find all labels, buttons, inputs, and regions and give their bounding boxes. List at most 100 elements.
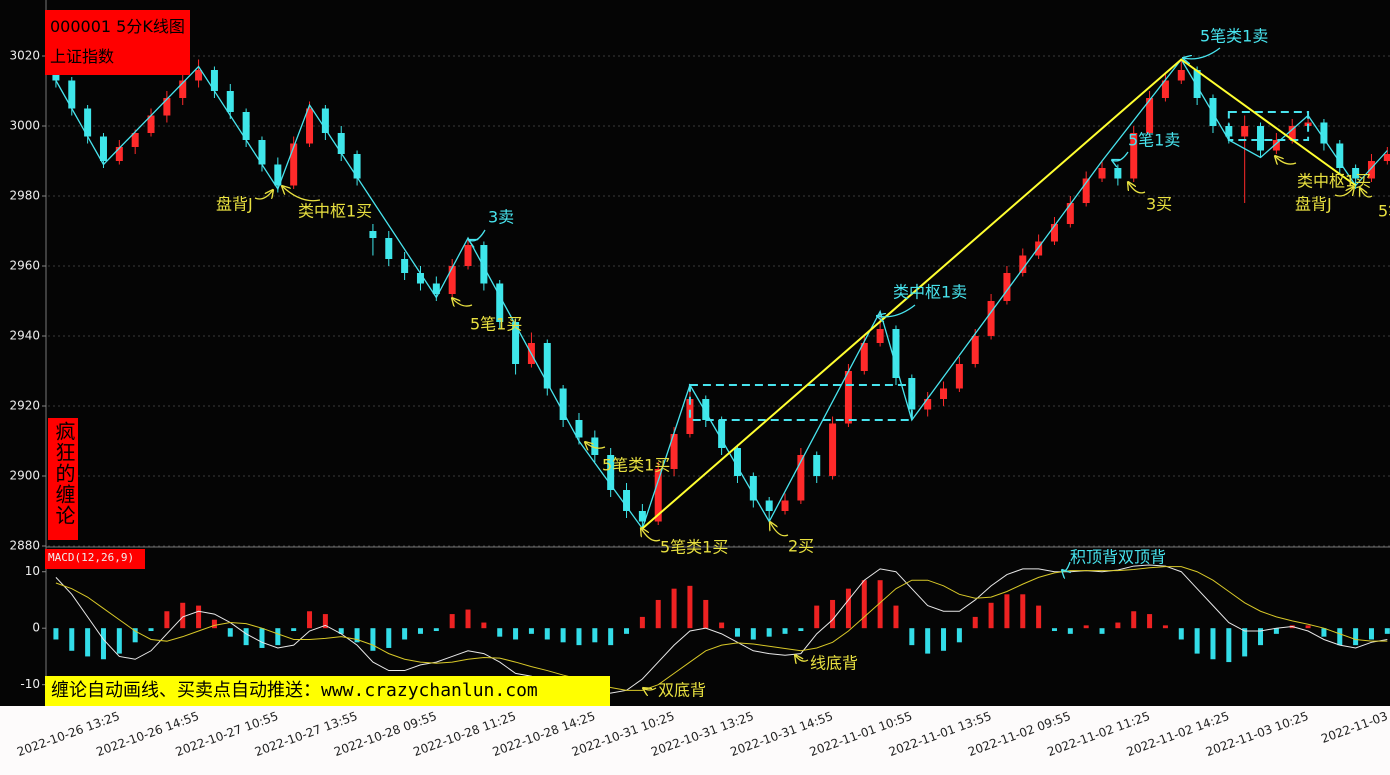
plot-background [0,0,1390,706]
candle-body [1383,154,1390,161]
candle-body [607,455,615,490]
candle-body [1161,80,1169,98]
annotation-arrow [1360,188,1373,198]
candle-body [195,70,203,81]
candle-body [654,469,662,522]
candle-body [749,476,757,501]
macd-bar [417,628,423,634]
macd-bar [69,628,75,651]
candle-body [448,266,456,294]
macd-bar [1242,628,1248,657]
index-name: 上证指数 [50,47,115,66]
macd-bar [814,605,820,629]
macd-bar [956,628,962,643]
candle-body [210,70,218,91]
macd-bar [227,628,233,637]
candle-body [670,434,678,469]
candle-body [1146,98,1154,133]
candle-body [321,108,329,133]
candle-body [353,154,361,179]
candle-body [99,136,107,161]
y-tick-label: -10 [20,677,40,691]
y-tick-label: 2920 [9,399,40,413]
macd-bar [750,628,756,640]
candle-body [781,500,789,511]
macd-bar [275,628,281,646]
candle-body [1114,168,1122,179]
candle-body [1177,70,1185,81]
macd-bar [1321,628,1327,637]
candle-body [702,399,710,420]
y-tick-label: 10 [25,564,40,578]
candle-body [559,388,567,420]
candle-body [543,343,551,389]
candle-body [290,143,298,186]
macd-bar [782,628,788,634]
macd-bar [465,609,471,629]
candle-body [369,231,377,238]
annotation: 3买 [1146,195,1172,214]
candle-body [52,70,60,81]
macd-bar [1036,605,1042,629]
candle-body [274,164,282,186]
macd-bar [243,628,249,646]
macd-bar [481,622,487,629]
macd-bar [402,628,408,640]
macd-bar [307,611,313,629]
y-tick-label: 0 [32,621,40,635]
candle-body [258,140,266,165]
candle-body [480,245,488,284]
candle-body [829,423,837,476]
candle-body [84,108,92,137]
candle-body [1336,143,1344,168]
candle-body [1257,126,1265,151]
macd-bar [1384,628,1390,634]
macd-bar [655,599,661,629]
macd-bar [1083,625,1089,629]
macd-bar [1337,628,1343,646]
candle-body [1288,126,1296,140]
candle-body [1066,203,1074,224]
candle-body [179,80,187,98]
candle-body [1320,122,1328,144]
annotation: 双底背 [658,681,706,700]
x-tick-label: 2022-11-03 [1319,709,1389,746]
pivot-box [1227,111,1310,141]
macd-bar [671,588,677,629]
candle-body [385,238,393,259]
macd-bar [354,628,360,643]
macd-bar [1210,628,1216,660]
candle-body [765,500,773,511]
macd-bar [734,628,740,637]
candle-body [1352,168,1360,179]
macd-bar [211,619,217,629]
macd-bar [941,628,947,651]
annotation-arrow [1275,156,1297,164]
candle-body [131,133,139,147]
macd-bar [116,628,122,654]
macd-bar [909,628,915,646]
macd-bar [196,605,202,629]
annotation-arrow [282,186,321,202]
y-tick-label: 3020 [9,49,40,63]
macd-bar [719,622,725,629]
macd-bar [1258,628,1264,646]
macd-bar [1099,628,1105,634]
pivot-box [688,384,913,421]
macd-bar [1226,628,1232,663]
macd-bar [1020,594,1026,629]
macd-bar [925,628,931,654]
y-tick-label: 2980 [9,189,40,203]
macd-bar [861,580,867,629]
annotation-arrow [469,229,486,241]
y-tick-label: 3000 [9,119,40,133]
macd-bar [845,588,851,629]
candle-body [242,112,250,140]
annotation: 线底背 [810,654,858,673]
y-tick-label: 2880 [9,539,40,553]
macd-bar [132,628,138,643]
y-tick-label: 2900 [9,469,40,483]
macd-bar [544,628,550,640]
macd-bar [338,628,344,634]
